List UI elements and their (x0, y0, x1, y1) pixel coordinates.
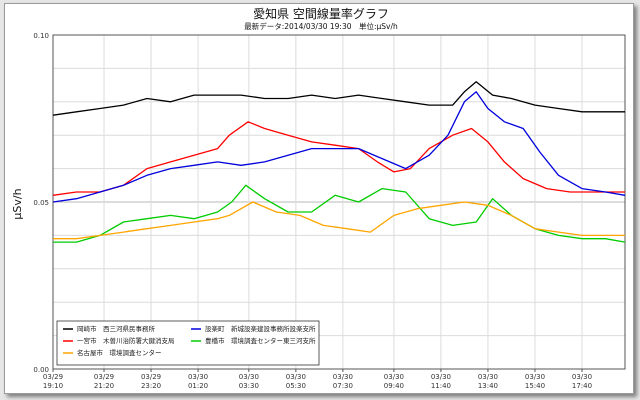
series-line-2 (52, 91, 626, 203)
x-tick-label-time: 01:20 (188, 382, 208, 390)
axes: 0.000.050.1003/2919:1003/2921:2003/2923:… (33, 32, 626, 390)
x-tick-label-date: 03/30 (286, 373, 306, 381)
legend-entry-label: 豊橋市 環境調査センター東三河支所 (205, 336, 316, 345)
x-tick-label-time: 05:30 (286, 382, 306, 390)
legend-entry-label: 岡崎市 西三河県民事務所 (77, 324, 156, 333)
legend-box (56, 320, 320, 366)
x-tick-label-date: 03/29 (94, 373, 114, 381)
x-tick-label-time: 23:20 (141, 382, 161, 390)
x-tick-label-date: 03/30 (239, 373, 259, 381)
legend-entry-label: 設楽町 新城設楽建設事務所設楽支所 (205, 324, 316, 333)
series-line-1 (52, 121, 625, 196)
x-tick-label-time: 21:20 (94, 382, 114, 390)
grid-lines (52, 35, 625, 369)
series-line-3 (53, 184, 626, 243)
x-tick-label-time: 11:40 (431, 382, 451, 390)
x-tick-label-date: 03/30 (333, 373, 353, 381)
x-tick-label-time: 13:40 (478, 382, 498, 390)
radiation-line-chart: 愛知県 空間線量率グラフ 最新データ:2014/03/30 19:30 単位:μ… (11, 6, 626, 390)
x-tick-label-date: 03/30 (478, 373, 498, 381)
y-tick-label: 0.10 (33, 32, 49, 40)
y-tick-label: 0.05 (33, 199, 49, 207)
series-line-0 (52, 81, 625, 116)
series-lines (52, 81, 626, 243)
x-tick-label-time: 09:40 (384, 382, 404, 390)
x-tick-label-date: 03/29 (141, 373, 161, 381)
x-tick-label-time: 07:30 (333, 382, 353, 390)
legend-entry-label: 名古屋市 環境調査センター (77, 348, 162, 357)
series-line-4 (53, 201, 625, 240)
x-tick-label-date: 03/30 (431, 373, 451, 381)
x-tick-label-time: 15:40 (525, 382, 545, 390)
x-tick-label-time: 03:30 (239, 382, 259, 390)
x-tick-label-date: 03/30 (525, 373, 545, 381)
x-tick-label-date: 03/29 (43, 373, 63, 381)
y-tick-label: 0.00 (33, 366, 49, 374)
chart-frame: 愛知県 空間線量率グラフ 最新データ:2014/03/30 19:30 単位:μ… (4, 3, 634, 394)
x-tick-label-date: 03/30 (188, 373, 208, 381)
legend-entry-label: 一宮市 木曽川治防署大鍵消支局 (77, 336, 175, 345)
x-tick-label-date: 03/30 (572, 373, 592, 381)
x-tick-label-time: 19:10 (43, 382, 63, 390)
chart-subtitle: 最新データ:2014/03/30 19:30 単位:μSv/h (244, 21, 398, 31)
chart-title: 愛知県 空間線量率グラフ (253, 6, 389, 21)
x-tick-label-date: 03/30 (384, 373, 404, 381)
x-tick-label-time: 17:40 (572, 382, 592, 390)
y-axis-label: μSv/h (11, 188, 24, 219)
